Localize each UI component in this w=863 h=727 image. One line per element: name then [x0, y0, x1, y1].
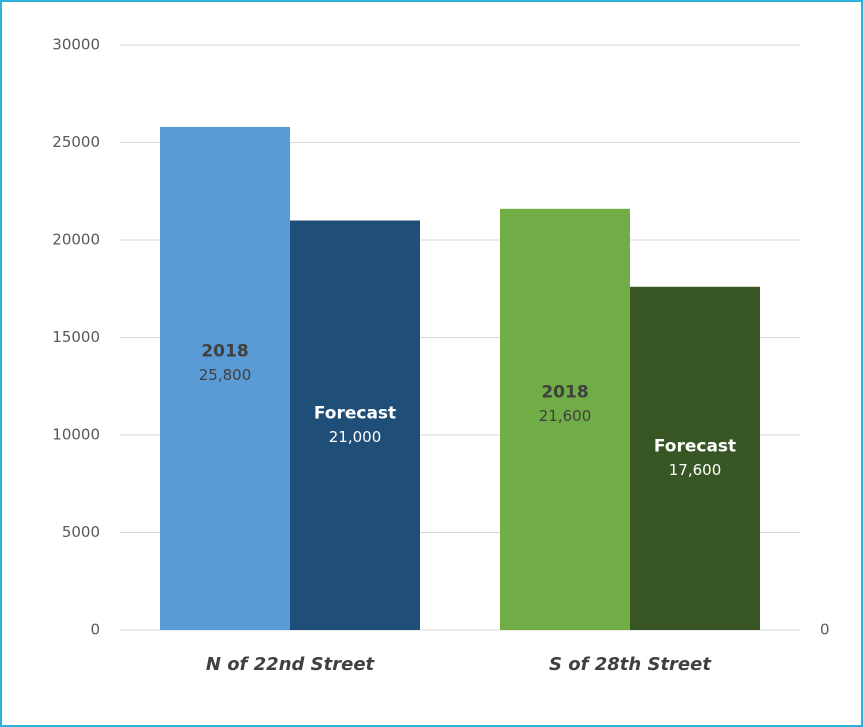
bar-series-label: 2018: [541, 382, 588, 402]
y-tick-label: 0: [90, 621, 100, 639]
bar: [290, 220, 420, 630]
bar-series-label: Forecast: [314, 403, 396, 423]
bar: [500, 208, 630, 631]
y-tick-label: 10000: [52, 426, 100, 444]
x-tick-label: N of 22nd Street: [206, 654, 376, 675]
y-tick-label: 25000: [52, 133, 100, 151]
bar: [630, 286, 760, 630]
bar-value-label: 21,000: [329, 428, 382, 446]
y-tick-label: 5000: [62, 523, 100, 541]
y-tick-label: 20000: [52, 231, 100, 249]
bar: [160, 126, 290, 631]
bar-series-label: 2018: [201, 341, 248, 361]
x-tick-label: S of 28th Street: [549, 654, 712, 675]
bar-value-label: 25,800: [199, 366, 252, 384]
y-tick-label: 30000: [52, 36, 100, 54]
y-tick-label: 15000: [52, 328, 100, 346]
y2-tick-label: 0: [820, 621, 830, 639]
bar-series-label: Forecast: [654, 436, 736, 456]
bar-value-label: 21,600: [539, 407, 592, 425]
bar-value-label: 17,600: [669, 461, 722, 479]
